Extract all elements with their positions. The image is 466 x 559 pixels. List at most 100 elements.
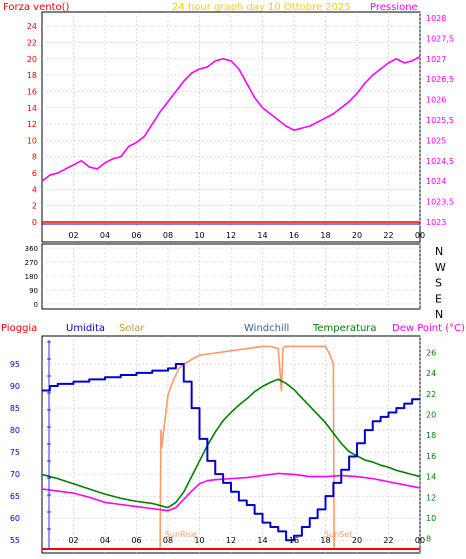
panel-1-right-tick-label: 1027,5 bbox=[426, 34, 454, 43]
panel-3-left-tick-label: 65 bbox=[10, 492, 20, 501]
legend-umidita: Umidita bbox=[66, 323, 105, 334]
panel-1-x-tick-label: 06 bbox=[131, 231, 141, 240]
direction-label: E bbox=[435, 292, 442, 305]
panel-3-x-tick-label: 08 bbox=[163, 536, 173, 545]
panel-3-x-tick-label: 22 bbox=[383, 536, 393, 545]
panel-1-right-tick-label: 1025,5 bbox=[426, 116, 454, 125]
series-dewpoint-line bbox=[41, 472, 421, 512]
panel-3-x-tick-label: 06 bbox=[131, 536, 141, 545]
panel-1-right-tick-label: 1025 bbox=[426, 136, 446, 145]
header-right-label: Pressione bbox=[370, 2, 418, 13]
series-pressure-line bbox=[41, 56, 421, 182]
panel-1-x-tick-label: 10 bbox=[194, 231, 204, 240]
panel-1-left-tick-label: 2 bbox=[32, 202, 37, 211]
panel-3-left-tick-label: 85 bbox=[10, 404, 20, 413]
panel-3-right-tick-label: 24 bbox=[426, 369, 436, 378]
panel-1-left-tick-label: 12 bbox=[27, 120, 37, 129]
direction-label: N bbox=[435, 245, 443, 258]
panel-1-left-tick-label: 6 bbox=[32, 169, 37, 178]
legend-temperatura: Temperatura bbox=[312, 323, 377, 334]
panel-3-left-tick-label: 90 bbox=[10, 382, 20, 391]
panel-3-right-tick-label: 8 bbox=[426, 535, 431, 544]
panel-1-left-tick-label: 8 bbox=[32, 153, 37, 162]
panel-3-right-tick-label: 10 bbox=[426, 514, 436, 523]
panel-3-right-tick-label: 26 bbox=[426, 348, 436, 357]
series-solar-line bbox=[42, 345, 420, 550]
panel-1-x-tick-label: 12 bbox=[226, 231, 236, 240]
panel-3-left-tick-label: 95 bbox=[10, 360, 20, 369]
panel-3-right-tick-label: 22 bbox=[426, 390, 436, 399]
panel-1-left-tick-label: 14 bbox=[27, 104, 37, 113]
panel-3-x-tick-label: 10 bbox=[194, 536, 204, 545]
panel-1-right-tick-label: 1024,5 bbox=[426, 157, 454, 166]
panel-3-x-tick-label: 02 bbox=[68, 536, 78, 545]
panel-1-right-tick-label: 1026,5 bbox=[426, 75, 454, 84]
panel-1-x-tick-label: 02 bbox=[68, 231, 78, 240]
annotation-sunset: SunSet bbox=[324, 530, 352, 539]
panel-1-left-tick-label: 24 bbox=[27, 22, 37, 31]
panel-3-left-tick-label: 55 bbox=[10, 536, 20, 545]
panel-1-x-tick-label: 18 bbox=[320, 231, 330, 240]
panel-3-x-tick-label: 12 bbox=[226, 536, 236, 545]
panel-1-x-tick-label: 22 bbox=[383, 231, 393, 240]
panel-1-left-tick-label: 22 bbox=[27, 38, 37, 47]
direction-label: W bbox=[435, 261, 446, 274]
panel-2-left-tick-label: 270 bbox=[25, 259, 38, 267]
panel-1-right-tick-label: 1023 bbox=[426, 218, 446, 227]
series-layer bbox=[41, 56, 421, 550]
panel-1-right-tick-label: 1024 bbox=[426, 177, 446, 186]
series-humidity-line bbox=[42, 363, 420, 542]
panel-2-left-tick-label: 360 bbox=[25, 245, 38, 253]
legend-windchill: Windchill bbox=[244, 323, 289, 334]
panel-1-x-tick-label: 16 bbox=[289, 231, 299, 240]
header-title: 24 hour graph day 10 Ottobre 2025 bbox=[172, 2, 351, 13]
panel-3-right-tick-label: 16 bbox=[426, 452, 436, 461]
panel-1-x-tick-label: 04 bbox=[100, 231, 110, 240]
panel-3-x-tick-label: 16 bbox=[289, 536, 299, 545]
panel-3-x-tick-label: 18 bbox=[320, 536, 330, 545]
panel-2-left-tick-label: 0 bbox=[34, 301, 38, 309]
legend-solar: Solar bbox=[119, 323, 145, 334]
panel-1-x-tick-label: 08 bbox=[163, 231, 173, 240]
panel-1-left-tick-label: 20 bbox=[27, 55, 37, 64]
panel-1-x-tick-label: 20 bbox=[352, 231, 362, 240]
panel-3-left-tick-label: 80 bbox=[10, 426, 20, 435]
header-left-label: Forza vento() bbox=[3, 2, 70, 13]
annotation-sunrise: SunRise bbox=[165, 530, 197, 539]
panel-1-right-tick-label: 1028 bbox=[426, 14, 446, 23]
panel-1-right-tick-label: 1026 bbox=[426, 96, 446, 105]
legend-pioggia: Pioggia bbox=[1, 323, 37, 334]
panel-3-left-tick-label: 60 bbox=[10, 514, 20, 523]
panel-3-x-tick-label: 20 bbox=[352, 536, 362, 545]
direction-label: S bbox=[435, 277, 442, 290]
panel-1-left-tick-label: 10 bbox=[27, 136, 37, 145]
panel-2-left-tick-label: 180 bbox=[25, 273, 38, 281]
axis-layer: 02468101214161820222410231023,510241024,… bbox=[10, 14, 454, 549]
panel-3-x-tick-label: 14 bbox=[257, 536, 267, 545]
direction-label: N bbox=[435, 308, 443, 321]
panel-3-right-tick-label: 20 bbox=[426, 410, 436, 419]
panel-3-left-tick-label: 75 bbox=[10, 448, 20, 457]
panel-3-x-tick-label: 04 bbox=[100, 536, 110, 545]
panel-1-left-tick-label: 4 bbox=[32, 185, 37, 194]
panel-1-left-tick-label: 0 bbox=[32, 218, 37, 227]
panel-3-x-tick-label: 00 bbox=[415, 536, 425, 545]
panel-3-left-tick-label: 70 bbox=[10, 470, 20, 479]
panel-1-x-tick-label: 00 bbox=[415, 231, 425, 240]
panel-3-right-tick-label: 14 bbox=[426, 473, 436, 482]
panel-1-left-tick-label: 16 bbox=[27, 87, 37, 96]
legend-dewpoint: Dew Point (°C) bbox=[392, 323, 465, 334]
panel-2-left-tick-label: 90 bbox=[29, 287, 38, 295]
panel-1-right-tick-label: 1027 bbox=[426, 55, 446, 64]
annotation-layer: SunRise SunSet bbox=[165, 530, 352, 539]
panel-1-right-tick-label: 1023,5 bbox=[426, 198, 454, 207]
panel-1-left-tick-label: 18 bbox=[27, 71, 37, 80]
panel-1-x-tick-label: 14 bbox=[257, 231, 267, 240]
grid-layer bbox=[42, 12, 421, 553]
panel-1-frame bbox=[41, 11, 421, 243]
panel-3-right-tick-label: 18 bbox=[426, 431, 436, 440]
series-temperature-line bbox=[41, 378, 421, 509]
panel-3-right-tick-label: 12 bbox=[426, 493, 436, 502]
